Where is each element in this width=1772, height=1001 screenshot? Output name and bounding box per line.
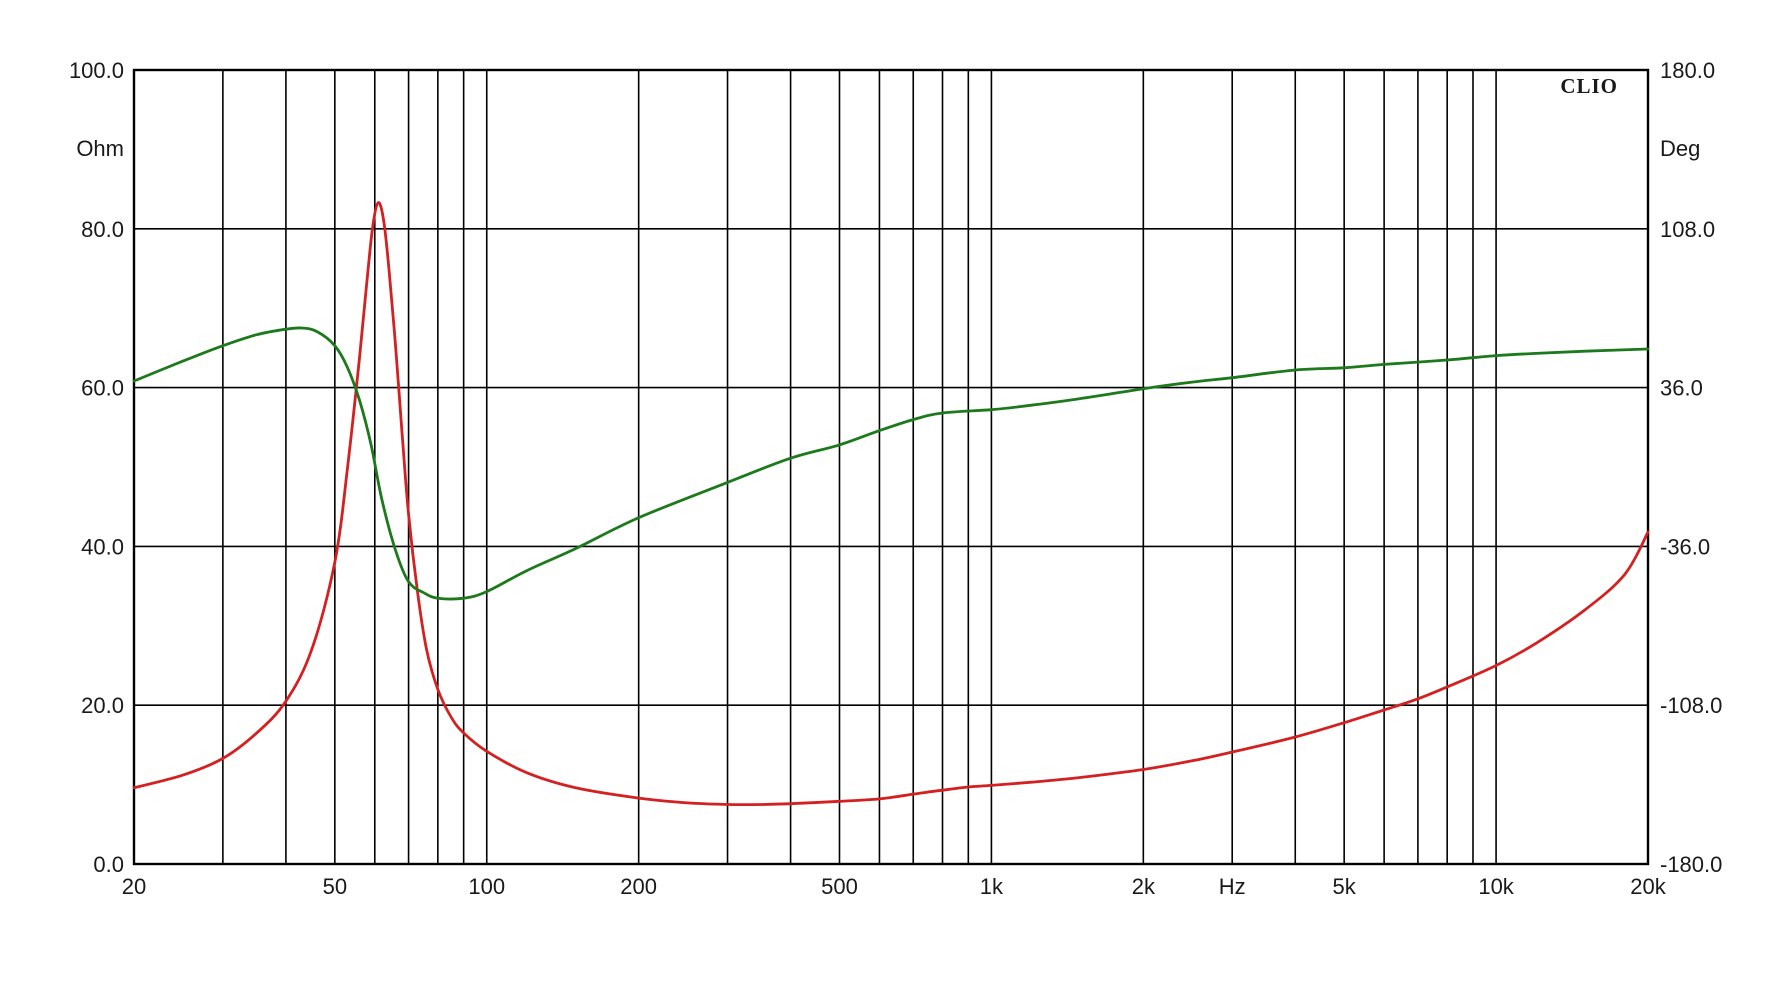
right-tick-label: 108.0 [1660, 217, 1715, 242]
phase-curve [132, 326, 1650, 601]
x-tick-label: 200 [620, 874, 657, 899]
x-tick-label: 20 [122, 874, 146, 899]
left-tick-label: 100.0 [69, 58, 124, 83]
x-axis-unit: Hz [1219, 874, 1246, 899]
series-layer [132, 201, 1650, 807]
plot-frame [132, 68, 1650, 866]
left-tick-label: 0.0 [93, 852, 124, 877]
clio-brand-label: CLIO [1560, 74, 1618, 98]
x-tick-label: 500 [821, 874, 858, 899]
right-tick-label: -108.0 [1660, 693, 1722, 718]
x-tick-label: 1k [980, 874, 1004, 899]
vertical-grid [222, 70, 1497, 864]
right-tick-label: 180.0 [1660, 58, 1715, 83]
x-tick-label: 5k [1333, 874, 1357, 899]
x-tick-label: 50 [323, 874, 347, 899]
impedance-curve [132, 201, 1650, 807]
left-axis-unit: Ohm [76, 136, 124, 161]
x-tick-label: 20k [1630, 874, 1666, 899]
left-tick-label: 80.0 [81, 217, 124, 242]
left-tick-label: 60.0 [81, 376, 124, 401]
right-tick-labels: -180.0 -108.0 -36.0 36.0 108.0 180.0 [1660, 58, 1722, 877]
left-tick-label: 40.0 [81, 534, 124, 559]
right-tick-label: 36.0 [1660, 376, 1703, 401]
x-tick-label: 2k [1132, 874, 1156, 899]
left-tick-label: 20.0 [81, 693, 124, 718]
right-axis-unit: Deg [1660, 136, 1700, 161]
left-tick-labels: 0.0 20.0 40.0 60.0 80.0 100.0 [69, 58, 124, 877]
x-tick-labels: 20 50 100 200 500 1k 2k 5k 10k 20k [122, 874, 1667, 899]
right-tick-label: -180.0 [1660, 852, 1722, 877]
right-tick-label: -36.0 [1660, 534, 1710, 559]
horizontal-grid [134, 228, 1648, 707]
x-tick-label: 10k [1478, 874, 1514, 899]
x-tick-label: 100 [468, 874, 505, 899]
